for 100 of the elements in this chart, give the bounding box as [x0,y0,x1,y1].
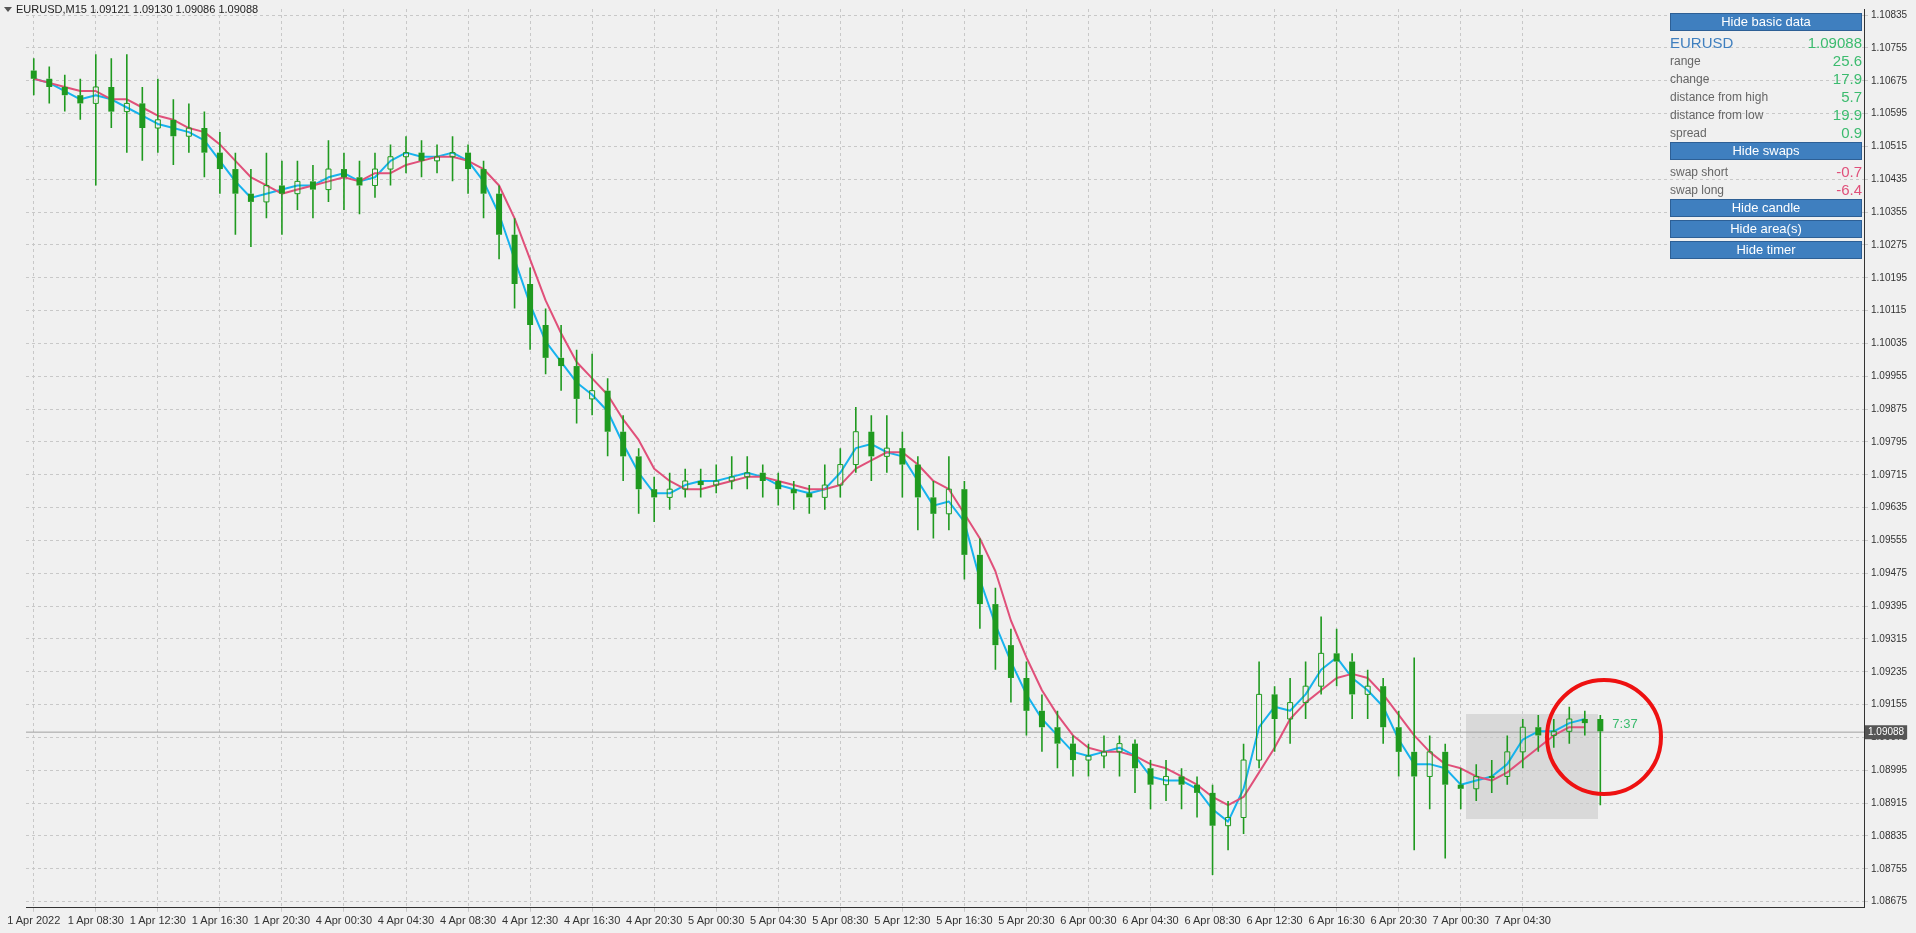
candlestick [1519,719,1526,769]
x-tick-label: 5 Apr 00:30 [688,914,745,927]
candlestick [1194,776,1201,818]
button: Hide timer [1670,241,1862,259]
y-tick-label: 1.09155 [1871,698,1908,710]
x-tick-label: 1 Apr 2022 [7,914,61,927]
y-tick-label: 1.10435 [1871,173,1908,185]
candlestick [620,415,627,481]
text: 19.9 [1832,106,1862,124]
candlestick [61,74,68,112]
candlestick [806,485,813,514]
y-tick-label: 1.10515 [1871,140,1908,152]
y-tick-label: 1.09955 [1871,370,1908,382]
text: EURUSD [1670,34,1734,52]
candlestick [434,144,441,174]
candlestick [1442,743,1449,859]
candlestick [790,480,797,510]
candlestick [682,468,689,498]
y-tick-label: 1.08755 [1871,862,1908,874]
x-tick-label: 7 Apr 00:30 [1432,914,1489,927]
text: 7:37 [1612,715,1638,731]
candlestick [247,169,254,248]
y-tick-label: 1.08915 [1871,796,1908,808]
ref-line-label: 1.09088 [1868,725,1905,737]
y-tick-label: 1.10755 [1871,41,1908,53]
x-tick-label: 1 Apr 12:30 [129,914,186,927]
candlestick [713,464,720,494]
button: Hide basic data [1670,13,1862,31]
candlestick [371,152,378,198]
y-tick-label: 1.10355 [1871,205,1908,217]
y-tick-label: 1.09635 [1871,501,1908,513]
candlestick [1132,739,1138,793]
text: 0.9 [1841,124,1862,142]
y-tick-label: 1.09395 [1871,599,1908,611]
candlestick [883,415,890,473]
candlestick [1287,677,1294,744]
x-tick-label: 4 Apr 08:30 [439,914,497,927]
candlestick [976,538,983,629]
candlestick [1457,768,1464,810]
y-tick-label: 1.10035 [1871,337,1908,349]
candlestick [465,144,472,194]
y-tick-label: 1.08995 [1871,764,1908,776]
candlestick [1069,735,1076,777]
candlestick [309,164,316,219]
candlestick [77,78,84,120]
candlestick [216,132,223,194]
y-tick-label: 1.08835 [1871,829,1908,841]
candlestick [945,456,952,531]
x-tick-label: 6 Apr 04:30 [1122,914,1179,927]
x-tick-label: 6 Apr 12:30 [1246,914,1303,927]
y-tick-label: 1.09715 [1871,468,1908,480]
text: 17.9 [1832,70,1862,88]
candlestick [1426,735,1433,810]
candlestick [1380,677,1387,744]
x-tick-label: 6 Apr 00:30 [1060,914,1117,927]
candlestick [1581,710,1588,736]
candlestick [775,472,782,506]
candlestick [1318,616,1325,695]
y-tick-label: 1.09555 [1871,534,1908,546]
candlestick [496,185,503,260]
candlestick [154,78,161,153]
candlestick [1007,628,1014,703]
candlestick [527,267,534,350]
x-tick-label: 6 Apr 08:30 [1184,914,1241,927]
x-tick-label: 5 Apr 20:30 [998,914,1055,927]
candlestick [1473,764,1480,802]
x-tick-label: 4 Apr 00:30 [315,914,373,927]
candlestick [185,103,192,153]
candlestick [340,152,347,211]
candlestick [1504,735,1511,785]
candlestick [558,325,565,391]
y-tick-label: 1.10195 [1871,271,1908,283]
x-tick-label: 4 Apr 04:30 [377,914,435,927]
x-tick-label: 7 Apr 04:30 [1494,914,1551,927]
candlestick [728,456,735,490]
candlestick [1225,801,1232,851]
candlestick [403,136,410,174]
candlestick [123,54,130,153]
text: -6.4 [1836,181,1862,199]
text: range [1670,53,1701,70]
x-tick-label: 4 Apr 20:30 [626,914,683,927]
candlestick [1256,661,1263,769]
button: Hide candle [1670,199,1862,217]
text: 25.6 [1832,52,1862,70]
candlestick [1038,694,1045,752]
x-tick-label: 1 Apr 16:30 [191,914,249,927]
candlestick [914,456,921,531]
text: 1.09088 [1807,34,1862,52]
candlestick [1550,719,1557,748]
candlestick [278,160,285,235]
y-tick-label: 1.10115 [1871,304,1907,316]
candlestick [589,353,596,416]
candlestick [1100,735,1107,769]
candlestick [92,54,99,186]
candlestick [1535,714,1542,752]
text: -0.7 [1836,163,1862,181]
y-tick-label: 1.09875 [1871,402,1908,414]
candlestick [697,468,704,498]
y-tick-label: 1.10595 [1871,107,1908,119]
x-tick-label: 4 Apr 12:30 [501,914,559,927]
